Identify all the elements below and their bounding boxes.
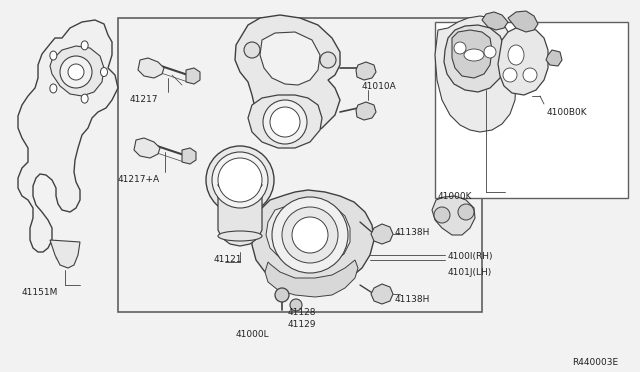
Ellipse shape xyxy=(50,51,57,60)
Polygon shape xyxy=(265,260,358,297)
Circle shape xyxy=(244,42,260,58)
Polygon shape xyxy=(252,190,374,287)
Ellipse shape xyxy=(218,180,262,190)
Polygon shape xyxy=(482,12,508,30)
Ellipse shape xyxy=(508,45,524,65)
Polygon shape xyxy=(452,30,492,78)
Text: 41151M: 41151M xyxy=(22,288,58,297)
Circle shape xyxy=(218,158,262,202)
Polygon shape xyxy=(248,95,322,148)
Circle shape xyxy=(270,107,300,137)
Text: 4100I(RH): 4100I(RH) xyxy=(448,252,493,261)
Circle shape xyxy=(458,204,474,220)
Ellipse shape xyxy=(464,49,484,61)
Polygon shape xyxy=(182,148,196,164)
Polygon shape xyxy=(50,240,80,268)
Polygon shape xyxy=(432,196,475,235)
Ellipse shape xyxy=(100,67,108,77)
Ellipse shape xyxy=(81,94,88,103)
Ellipse shape xyxy=(81,41,88,50)
Text: 41010A: 41010A xyxy=(362,82,397,91)
Polygon shape xyxy=(218,180,262,246)
Text: 41000L: 41000L xyxy=(235,330,269,339)
Polygon shape xyxy=(356,102,376,120)
Ellipse shape xyxy=(50,84,57,93)
Ellipse shape xyxy=(218,231,262,241)
Circle shape xyxy=(290,299,302,311)
Text: R440003E: R440003E xyxy=(572,358,618,367)
Circle shape xyxy=(503,68,517,82)
Text: 41217: 41217 xyxy=(130,95,159,104)
Polygon shape xyxy=(356,62,376,80)
Polygon shape xyxy=(134,138,160,158)
Polygon shape xyxy=(546,50,562,66)
Polygon shape xyxy=(260,32,320,85)
Circle shape xyxy=(272,197,348,273)
Circle shape xyxy=(282,207,338,263)
Polygon shape xyxy=(371,224,393,244)
Text: 41128: 41128 xyxy=(288,308,317,317)
Circle shape xyxy=(484,46,496,58)
Text: 41000K: 41000K xyxy=(438,192,472,201)
Polygon shape xyxy=(444,25,505,92)
Circle shape xyxy=(212,152,268,208)
Polygon shape xyxy=(18,20,118,252)
Circle shape xyxy=(320,52,336,68)
Circle shape xyxy=(275,288,289,302)
Polygon shape xyxy=(371,284,393,304)
Circle shape xyxy=(434,207,450,223)
Bar xyxy=(118,18,482,312)
Polygon shape xyxy=(508,11,538,32)
Text: 4100B0K: 4100B0K xyxy=(547,108,588,117)
Text: 41138H: 41138H xyxy=(395,295,430,304)
Polygon shape xyxy=(50,46,104,96)
Circle shape xyxy=(292,217,328,253)
Text: 41121: 41121 xyxy=(214,255,243,264)
Circle shape xyxy=(263,100,307,144)
Circle shape xyxy=(454,42,466,54)
Circle shape xyxy=(60,56,92,88)
Circle shape xyxy=(523,68,537,82)
Text: 41129: 41129 xyxy=(288,320,317,329)
Bar xyxy=(435,22,628,198)
Text: 41217+A: 41217+A xyxy=(118,175,160,184)
Circle shape xyxy=(206,146,274,214)
Polygon shape xyxy=(138,58,164,78)
Polygon shape xyxy=(266,202,350,266)
Text: 4101J(LH): 4101J(LH) xyxy=(448,268,492,277)
Polygon shape xyxy=(498,27,548,95)
Polygon shape xyxy=(235,15,340,142)
Text: 41138H: 41138H xyxy=(395,228,430,237)
Circle shape xyxy=(68,64,84,80)
Polygon shape xyxy=(186,68,200,84)
Polygon shape xyxy=(435,16,516,132)
